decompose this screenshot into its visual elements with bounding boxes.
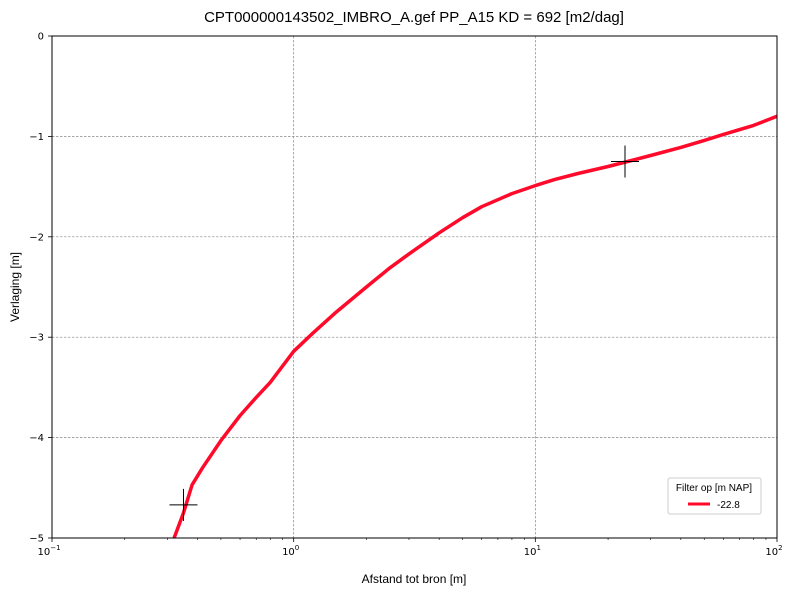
y-tick-label: −5 xyxy=(29,534,44,545)
x-tick-label: 10−1 xyxy=(37,544,60,558)
chart-title: CPT000000143502_IMBRO_A.gef PP_A15 KD = … xyxy=(204,9,624,26)
grid xyxy=(51,36,778,538)
legend-title: Filter op [m NAP] xyxy=(676,483,752,494)
marker-layer xyxy=(169,145,640,521)
y-tick-label: 0 xyxy=(38,32,44,43)
ticks: 10−1 100 101 102 0 −1 −2 −3 −4 −5 xyxy=(29,32,782,559)
y-axis-label: Verlaging [m] xyxy=(8,252,22,322)
y-tick-label: −3 xyxy=(29,333,44,344)
x-axis-label: Afstand tot bron [m] xyxy=(362,572,467,586)
series-layer xyxy=(172,114,777,538)
y-tick-label: −1 xyxy=(29,132,44,143)
x-tick-label: 101 xyxy=(524,544,541,558)
plot-frame xyxy=(51,35,778,539)
legend-entry-label: -22.8 xyxy=(717,500,740,511)
x-tick-label: 100 xyxy=(282,544,299,558)
series-line xyxy=(172,114,777,538)
y-tick-label: −2 xyxy=(29,232,44,243)
legend: Filter op [m NAP] -22.8 xyxy=(667,477,762,515)
y-tick-label: −4 xyxy=(29,433,44,444)
x-tick-label: 102 xyxy=(765,544,782,558)
